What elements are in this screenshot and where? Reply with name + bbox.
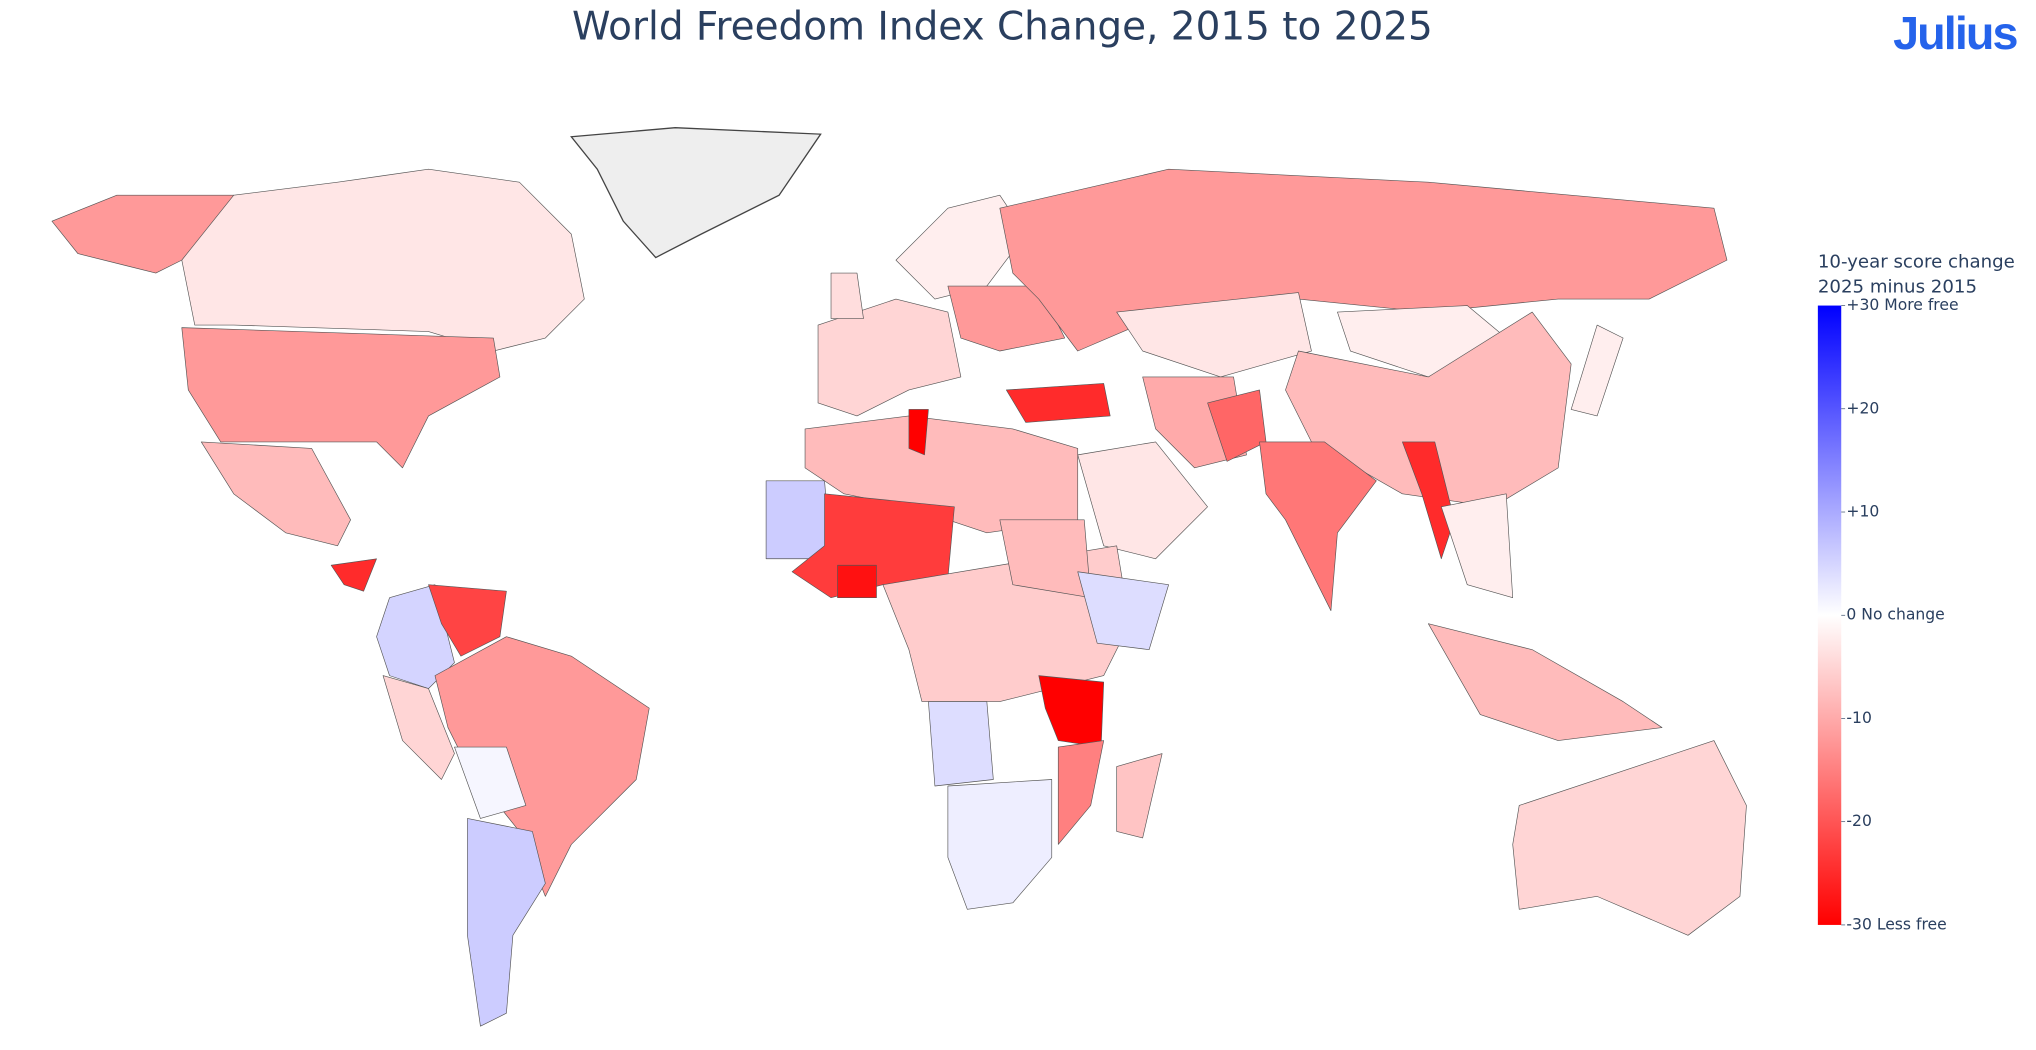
- colorbar-tick-label: +10: [1846, 503, 1879, 521]
- country: [330, 558, 377, 592]
- colorbar-tick-label: +30 More free: [1846, 296, 1958, 314]
- country: [837, 564, 877, 599]
- country: [1077, 441, 1208, 560]
- no-data-region: [570, 127, 822, 259]
- country: [908, 409, 929, 456]
- map-regions: [51, 168, 1747, 1027]
- country: [382, 675, 455, 780]
- country: [200, 441, 351, 547]
- country: [1402, 441, 1455, 560]
- colorbar-tick-label: +20: [1846, 399, 1879, 417]
- country: [51, 194, 235, 274]
- colorbar-tick-label: -30 Less free: [1846, 915, 1946, 933]
- country: [454, 746, 527, 819]
- country: [428, 584, 507, 657]
- country: [947, 779, 1053, 910]
- country: [1285, 311, 1572, 508]
- country: [1116, 292, 1312, 378]
- colorbar-tick-label: -20: [1846, 812, 1871, 830]
- colorbar-tick-label: -10: [1846, 709, 1871, 727]
- colorbar: 10-year score change 2025 minus 2015+30 M…: [1817, 252, 2015, 933]
- country: [1259, 441, 1377, 612]
- country: [947, 285, 1066, 352]
- logo: Julius: [1893, 7, 2017, 59]
- country: [1057, 740, 1105, 845]
- colorbar-title: 10-year score change: [1818, 252, 2015, 273]
- country: [1570, 324, 1624, 417]
- country: [830, 272, 864, 319]
- country: [1116, 753, 1163, 839]
- country: [181, 327, 501, 469]
- country: [181, 168, 585, 352]
- colorbar-title: 2025 minus 2015: [1818, 276, 1977, 297]
- country: [1077, 571, 1169, 650]
- country: [1440, 493, 1514, 599]
- country: [765, 480, 832, 560]
- country: [1038, 675, 1105, 748]
- country: [1005, 383, 1111, 423]
- country: [467, 818, 546, 1027]
- colorbar-scale: [1817, 305, 1842, 925]
- colorbar-tick-label: 0 No change: [1846, 606, 1944, 624]
- country: [1512, 740, 1747, 936]
- country: [1427, 623, 1663, 741]
- country: [928, 701, 994, 787]
- country: [817, 298, 962, 417]
- chart-title: World Freedom Index Change, 2015 to 2025: [572, 4, 1433, 49]
